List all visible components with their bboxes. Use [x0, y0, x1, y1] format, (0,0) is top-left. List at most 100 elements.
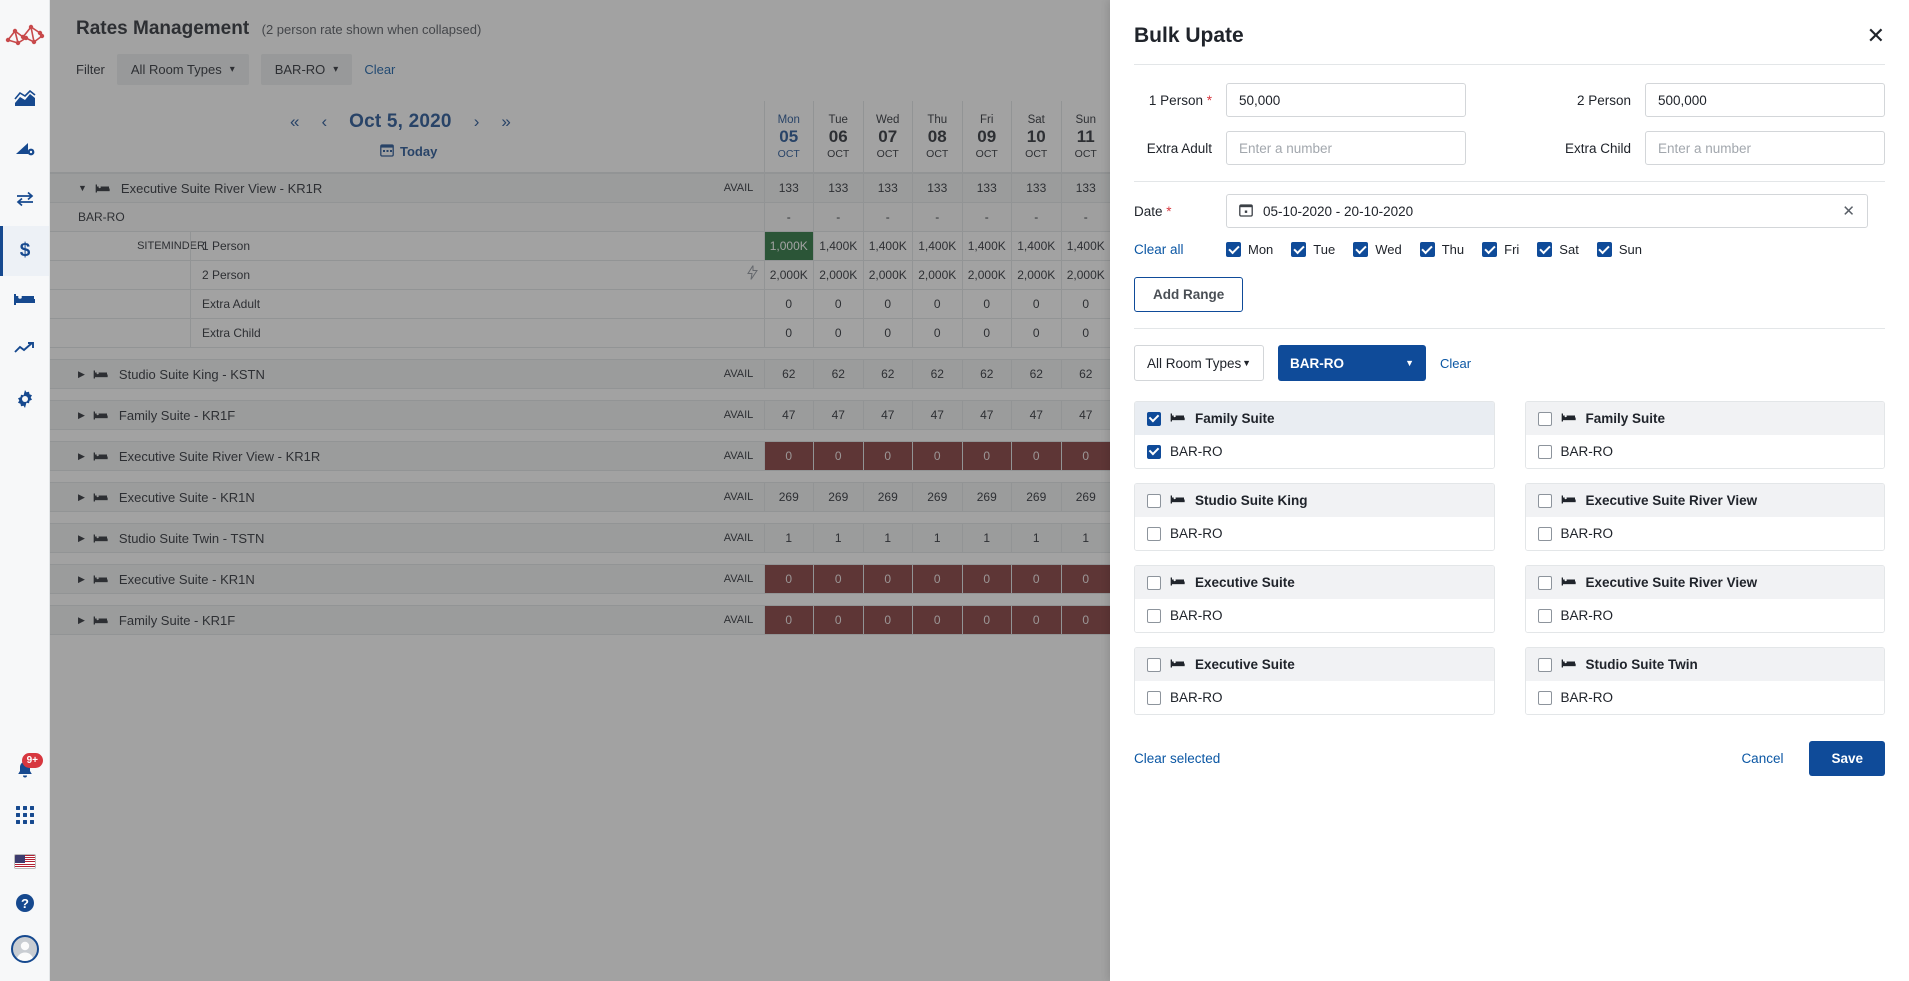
grid-cell[interactable]: 62	[961, 360, 1012, 388]
grid-cell[interactable]: 0	[1060, 290, 1111, 318]
room-type-row[interactable]: ▼ Executive Suite River View - KR1R AVAIL 1…	[50, 173, 1110, 203]
sidebar-item-inventory[interactable]	[0, 276, 49, 326]
expand-toggle-icon[interactable]: ▶	[78, 614, 85, 625]
room-type-card-header[interactable]: Executive Suite River View	[1525, 484, 1884, 517]
grid-cell[interactable]: 62	[1060, 360, 1111, 388]
sidebar-item-help[interactable]: ?	[0, 883, 49, 927]
grid-cell[interactable]: 0	[1011, 290, 1061, 318]
grid-cell[interactable]: -	[813, 203, 863, 231]
grid-cell[interactable]: 62	[763, 360, 814, 388]
expand-toggle-icon[interactable]: ▶	[78, 532, 85, 543]
grid-cell[interactable]: 0	[763, 442, 813, 470]
grid-cell[interactable]: 0	[862, 606, 912, 634]
room-type-card-body[interactable]: BAR-RO	[1525, 435, 1884, 468]
grid-cell[interactable]: 0	[763, 606, 813, 634]
weekday-checkbox-item[interactable]: Sat	[1537, 242, 1579, 257]
grid-cell[interactable]: 0	[862, 319, 913, 347]
grid-cell[interactable]: 0	[1011, 442, 1061, 470]
room-type-checkbox[interactable]	[1537, 493, 1552, 508]
grid-cell[interactable]: 133	[1060, 174, 1111, 202]
expand-toggle-icon[interactable]: ▼	[78, 183, 87, 193]
weekday-checkbox[interactable]	[1537, 242, 1553, 257]
grid-cell[interactable]: 0	[961, 442, 1011, 470]
grid-cell[interactable]: 47	[1060, 401, 1111, 429]
clear-selected-link[interactable]: Clear selected	[1134, 751, 1221, 766]
sidebar-item-rates[interactable]: $	[0, 226, 49, 276]
one-person-input[interactable]: 50,000	[1226, 83, 1466, 117]
grid-cell[interactable]: 0	[763, 319, 814, 347]
grid-cell[interactable]: 1,400K	[1060, 232, 1111, 260]
rate-plan-checkbox[interactable]	[1537, 690, 1552, 705]
weekday-checkbox-item[interactable]: Sun	[1596, 242, 1642, 257]
grid-cell[interactable]: 0	[862, 442, 912, 470]
grid-cell[interactable]: 133	[1011, 174, 1061, 202]
grid-cell[interactable]: 269	[763, 483, 814, 511]
sidebar-item-analytics[interactable]	[0, 126, 49, 176]
weekday-checkbox-item[interactable]: Thu	[1419, 242, 1464, 257]
sidebar-item-insights[interactable]	[0, 76, 49, 126]
room-type-card-body[interactable]: BAR-RO	[1525, 517, 1884, 550]
grid-cell[interactable]: 2,000K	[1060, 261, 1111, 289]
filter-rate-plan-select[interactable]: BAR-RO ▾	[260, 54, 353, 85]
expand-toggle-icon[interactable]: ▶	[78, 368, 85, 379]
grid-cell[interactable]: 47	[813, 401, 863, 429]
date-last-button[interactable]: »	[501, 112, 511, 131]
add-range-button[interactable]: Add Range	[1134, 277, 1244, 312]
expand-toggle-icon[interactable]: ▶	[78, 409, 85, 420]
expand-toggle-icon[interactable]: ▶	[78, 450, 85, 461]
rate-plan-checkbox[interactable]	[1147, 690, 1161, 705]
rate-plan-checkbox[interactable]	[1537, 608, 1552, 623]
siteminder-logo[interactable]	[4, 16, 46, 58]
room-type-card-body[interactable]: BAR-RO	[1135, 517, 1494, 550]
weekday-checkbox-item[interactable]: Tue	[1291, 242, 1335, 257]
rate-plan-checkbox[interactable]	[1537, 444, 1552, 459]
room-type-row[interactable]: ▶ Family Suite - KR1F AVAIL 0 0 0 0 0 0 0	[50, 605, 1110, 635]
grid-cell[interactable]: 0	[813, 606, 863, 634]
grid-cell[interactable]: 0	[912, 319, 962, 347]
grid-cell[interactable]: 1,400K	[813, 232, 863, 260]
room-type-row[interactable]: ▶ Executive Suite - KR1N AVAIL 0 0 0 0 0 0 0	[50, 564, 1110, 594]
grid-cell[interactable]: -	[1011, 203, 1061, 231]
extra-child-input[interactable]: Enter a number	[1645, 131, 1885, 165]
occupancy-row[interactable]: SITEMINDER 1 Person 1,000K 1,400K 1,400K 1,40…	[50, 232, 1110, 261]
rate-plan-checkbox[interactable]	[1147, 444, 1161, 459]
clear-all-link[interactable]: Clear all	[1134, 242, 1184, 257]
grid-cell[interactable]: 0	[813, 565, 863, 593]
grid-cell[interactable]: 0	[961, 565, 1011, 593]
panel-clear-link[interactable]: Clear	[1440, 355, 1472, 371]
weekday-checkbox-item[interactable]: Wed	[1353, 242, 1402, 257]
grid-cell[interactable]: 1	[1011, 524, 1061, 552]
grid-cell[interactable]: 1,400K	[912, 232, 962, 260]
grid-cell[interactable]: 0	[813, 290, 863, 318]
weekday-checkbox[interactable]	[1353, 242, 1369, 257]
room-type-row[interactable]: ▶ Executive Suite - KR1N AVAIL 269 269 269 269…	[50, 482, 1110, 512]
save-button[interactable]: Save	[1809, 741, 1885, 776]
sidebar-item-apps[interactable]	[0, 795, 49, 839]
room-type-row[interactable]: ▶ Executive Suite River View - KR1R AVAIL 0…	[50, 441, 1110, 471]
sidebar-item-profile[interactable]	[0, 927, 49, 971]
grid-cell[interactable]: 1,000K	[763, 232, 813, 260]
date-first-button[interactable]: «	[290, 112, 300, 131]
room-type-checkbox[interactable]	[1147, 411, 1161, 426]
grid-cell[interactable]: 0	[1060, 442, 1110, 470]
grid-cell[interactable]: 2,000K	[763, 261, 814, 289]
grid-cell[interactable]: 0	[763, 565, 813, 593]
grid-cell[interactable]: 62	[813, 360, 863, 388]
grid-cell[interactable]: 47	[1011, 401, 1061, 429]
panel-rate-plan-select[interactable]: BAR-RO ▼	[1278, 345, 1426, 381]
grid-cell[interactable]: 47	[912, 401, 962, 429]
grid-cell[interactable]: 62	[1011, 360, 1061, 388]
grid-cell[interactable]: 0	[1011, 565, 1061, 593]
grid-cell[interactable]: 1	[961, 524, 1012, 552]
room-type-checkbox[interactable]	[1537, 575, 1552, 590]
occupancy-row[interactable]: Extra Adult 0 0 0 0 0 0 0	[50, 290, 1110, 319]
grid-cell[interactable]: 0	[1011, 319, 1061, 347]
grid-cell[interactable]: -	[912, 203, 962, 231]
expand-toggle-icon[interactable]: ▶	[78, 573, 85, 584]
rate-plan-checkbox[interactable]	[1147, 526, 1161, 541]
grid-cell[interactable]: 2,000K	[813, 261, 863, 289]
weekday-checkbox-item[interactable]: Mon	[1226, 242, 1273, 257]
grid-cell[interactable]: 1	[912, 524, 962, 552]
rate-plan-checkbox[interactable]	[1147, 608, 1161, 623]
grid-cell[interactable]: 0	[912, 565, 962, 593]
